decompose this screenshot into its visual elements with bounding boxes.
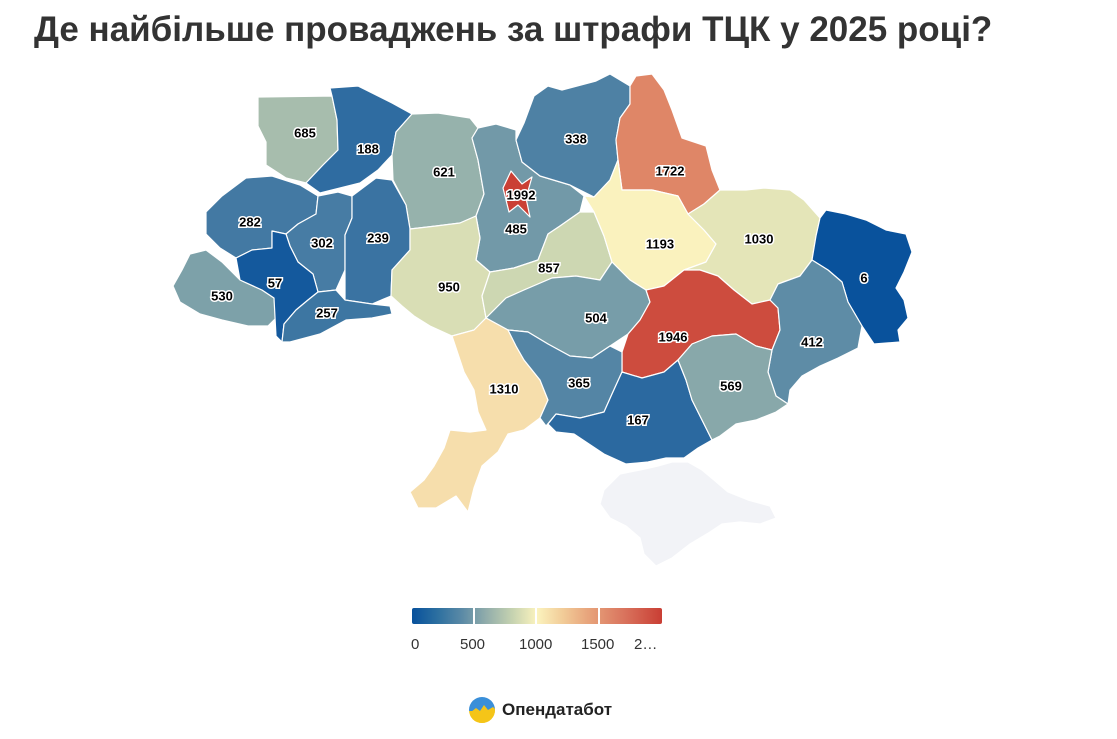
legend-tick-mark: [535, 608, 537, 624]
legend-tick-mark: [473, 608, 475, 624]
brand-name: Опендатабот: [502, 700, 613, 719]
region-value-label: 57: [268, 276, 282, 291]
region-value-label: 530: [211, 289, 233, 304]
region-crimea[interactable]: [599, 461, 777, 567]
legend-gradient-bar: [412, 608, 662, 624]
region-value-label: 621: [433, 165, 455, 180]
region-value-label: 239: [367, 231, 389, 246]
region-value-label: 504: [585, 311, 607, 326]
legend-tick-mark: [598, 608, 600, 624]
region-rivne[interactable]: [305, 85, 413, 194]
legend-label-1000: 1000: [519, 636, 553, 653]
region-kyiv-city[interactable]: [502, 170, 533, 218]
region-value-label: 412: [801, 335, 823, 350]
page-title: Де найбільше проваджень за штрафи ТЦК у …: [34, 10, 993, 49]
region-value-label: 1946: [659, 330, 688, 345]
region-value-label: 1193: [646, 237, 674, 252]
region-value-label: 1030: [745, 232, 774, 247]
legend-label-500: 500: [460, 636, 486, 653]
region-value-label: 6: [860, 271, 867, 286]
region-value-label: 282: [239, 215, 261, 230]
legend-label-0: 0: [411, 636, 420, 653]
region-value-label: 685: [294, 126, 316, 141]
opendatabot-logo-icon: [469, 697, 495, 723]
region-zakarpattia[interactable]: [172, 249, 277, 327]
region-value-label: 338: [565, 132, 587, 147]
region-value-label: 302: [311, 236, 333, 251]
region-value-label: 1310: [490, 382, 519, 397]
region-value-label: 950: [438, 280, 460, 295]
brand: Опендатабот: [468, 696, 612, 724]
region-value-label: 569: [720, 379, 742, 394]
region-value-label: 167: [627, 413, 649, 428]
region-value-label: 1722: [656, 164, 685, 179]
region-value-label: 857: [538, 261, 560, 276]
labels-layer: 685 188 621 485 1992 338 1722 282 302 239 530 57 257…: [210, 124, 869, 429]
regions-layer: [172, 73, 913, 567]
region-value-label: 1992: [507, 188, 536, 203]
region-value-label: 365: [568, 376, 590, 391]
legend-label-1500: 1500: [581, 636, 615, 653]
region-value-label: 257: [316, 306, 338, 321]
color-legend: [412, 608, 662, 624]
region-value-label: 188: [357, 142, 379, 157]
region-value-label: 485: [505, 222, 527, 237]
legend-label-2000: 2…: [634, 636, 658, 653]
region-chernivtsi[interactable]: [281, 289, 393, 343]
region-zaporizhzhia[interactable]: [677, 333, 789, 441]
